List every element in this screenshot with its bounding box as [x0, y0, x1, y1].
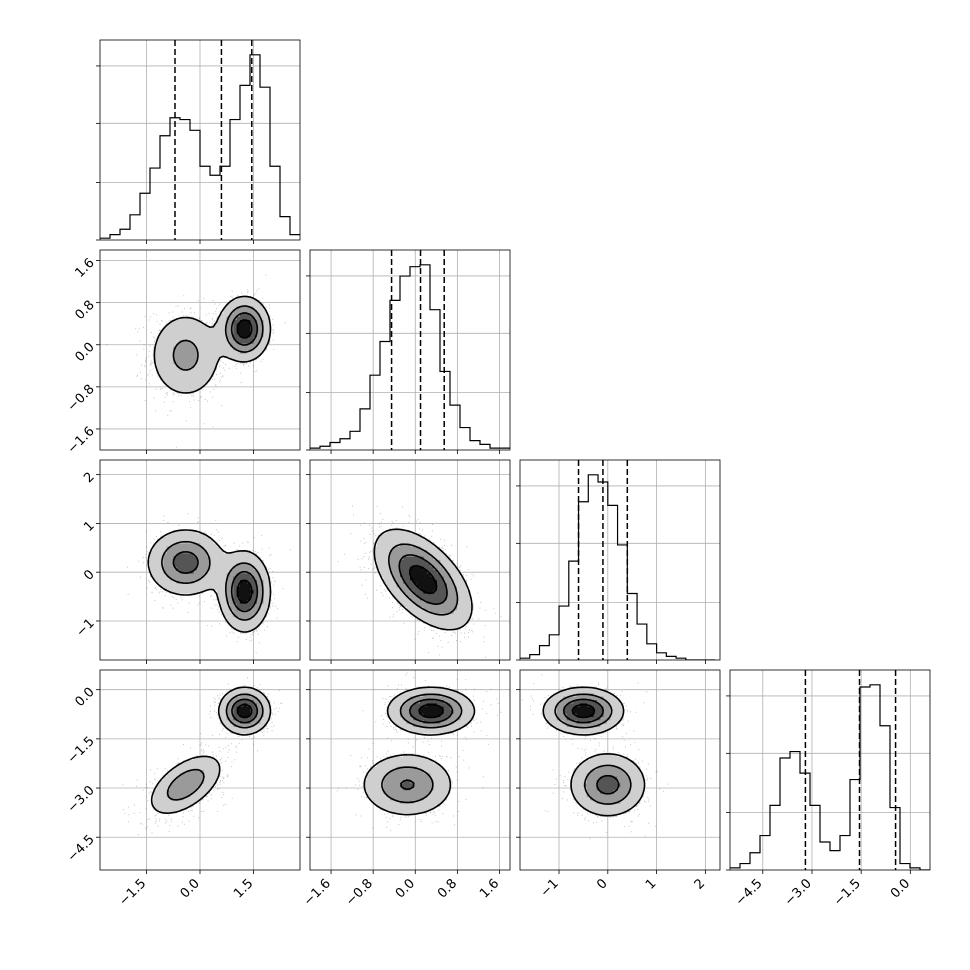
density-fill: [163, 543, 264, 621]
x-tick-label-p1-4: 1.6: [477, 876, 502, 901]
density-fill: [146, 530, 271, 634]
contour-level-1: [172, 305, 264, 371]
scatter-panel-1-0: [99, 249, 301, 451]
contour-level-2: [231, 698, 259, 724]
hist-line-0: [100, 54, 300, 239]
scatter-panel-2-1: [309, 459, 511, 661]
contour-level-0: [373, 528, 473, 631]
x-tick-label-p1-1: −0.8: [343, 876, 376, 909]
x-tick-label-p3-2: −1.5: [831, 876, 864, 909]
y-tick-label-p1-0: −1.6: [65, 424, 98, 457]
contour-level-1: [554, 693, 632, 805]
contour-level-0: [147, 529, 272, 633]
density-fill: [400, 700, 454, 791]
density-fill: [363, 686, 474, 814]
density-fill: [173, 306, 264, 371]
x-tick-label-p1-0: −1.6: [301, 876, 334, 909]
scatter-panel-3-0: [99, 669, 301, 871]
density-fill: [236, 580, 254, 604]
hist-line-2: [520, 474, 716, 660]
contour-level-3: [571, 703, 596, 719]
x-tick-label-p3-0: −4.5: [733, 876, 766, 909]
x-tick-label-p1-3: 0.8: [435, 876, 460, 901]
x-tick-label-p0-0: −1.5: [116, 876, 149, 909]
y-tick-label-p1-4: 1.6: [72, 256, 97, 281]
contour-level-0: [542, 686, 646, 817]
hist-panel-1: [306, 249, 511, 451]
y-tick-label-p2-1: 0: [81, 567, 97, 583]
contour-level-3: [236, 319, 253, 339]
contour-level-2: [230, 312, 259, 346]
x-tick-label-p0-1: 0.0: [178, 876, 203, 901]
contour-level-3: [418, 703, 444, 719]
density-fill: [543, 686, 644, 817]
contour-level-3: [236, 703, 253, 719]
density-fill: [173, 553, 257, 611]
contour-level-1: [166, 693, 264, 801]
y-tick-label-p1-1: −0.8: [65, 382, 98, 415]
density-fill: [420, 703, 444, 717]
x-tick-label-p0-2: 1.5: [231, 876, 256, 901]
density-fill: [573, 703, 594, 717]
y-tick-label-p1-2: 0.0: [72, 340, 97, 365]
hist-panel-0: [96, 39, 301, 241]
x-tick-label-p2-3: 2: [692, 876, 708, 892]
contour-level-1: [161, 540, 264, 621]
density-fill: [236, 320, 251, 337]
x-tick-label-p1-2: 0.0: [393, 876, 418, 901]
contour-level-0: [153, 295, 272, 394]
contour-level-3: [236, 579, 253, 604]
hist-line-1: [310, 264, 510, 449]
hist-line-3: [730, 684, 930, 870]
contour-level-1: [388, 543, 459, 616]
contour-level-3: [408, 564, 438, 595]
density-fill: [153, 296, 271, 394]
contour-level-2: [172, 550, 259, 613]
contour-level-2: [562, 698, 620, 795]
contour-level-1: [381, 693, 463, 804]
contour-level-2: [398, 554, 448, 605]
contour-level-0: [150, 686, 272, 814]
y-tick-label-p2-3: 2: [81, 470, 97, 486]
x-tick-label-p2-1: 0: [594, 876, 610, 892]
y-tick-label-p3-2: −1.5: [65, 734, 98, 767]
y-tick-label-p3-1: −3.0: [65, 783, 98, 816]
y-tick-label-p3-3: 0.0: [72, 685, 97, 710]
scatter-panel-2-0: [99, 459, 301, 661]
y-tick-label-p2-0: −1: [73, 616, 97, 640]
y-tick-label-p2-2: 1: [81, 518, 97, 534]
hist-panel-3: [726, 669, 931, 871]
density-fill: [563, 700, 621, 794]
x-tick-label-p3-1: −3.0: [782, 876, 815, 909]
scatter-panel-3-2: [519, 669, 721, 871]
x-tick-label-p3-3: 0.0: [888, 876, 913, 901]
scatter-panel-3-1: [309, 669, 511, 871]
contour-level-0: [363, 686, 476, 816]
y-tick-label-p3-0: −4.5: [65, 832, 98, 865]
contour-level-2: [400, 698, 454, 791]
y-tick-label-p1-3: 0.8: [72, 298, 97, 323]
x-tick-label-p2-2: 1: [643, 876, 659, 892]
x-tick-label-p2-0: −1: [538, 876, 562, 900]
hist-panel-2: [516, 459, 721, 661]
